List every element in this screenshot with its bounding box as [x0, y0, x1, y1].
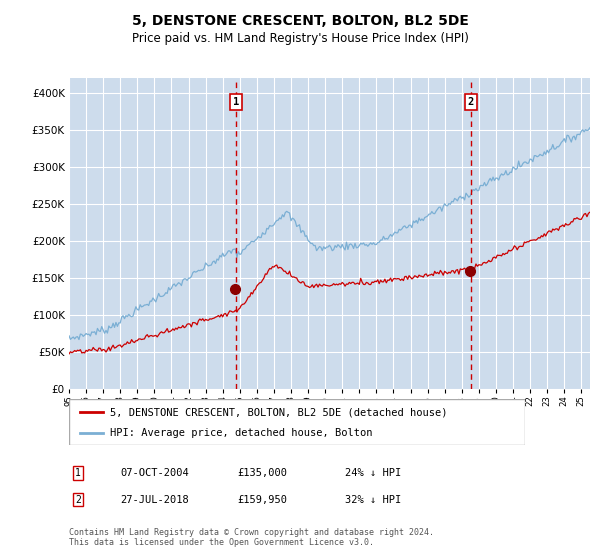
Text: HPI: Average price, detached house, Bolton: HPI: Average price, detached house, Bolt…	[110, 428, 373, 438]
Text: 24% ↓ HPI: 24% ↓ HPI	[345, 468, 401, 478]
Text: 32% ↓ HPI: 32% ↓ HPI	[345, 494, 401, 505]
Text: 2: 2	[468, 97, 474, 107]
Text: 5, DENSTONE CRESCENT, BOLTON, BL2 5DE: 5, DENSTONE CRESCENT, BOLTON, BL2 5DE	[131, 14, 469, 28]
Text: £159,950: £159,950	[237, 494, 287, 505]
Text: 1: 1	[233, 97, 239, 107]
Text: 2: 2	[75, 494, 81, 505]
Text: 5, DENSTONE CRESCENT, BOLTON, BL2 5DE (detached house): 5, DENSTONE CRESCENT, BOLTON, BL2 5DE (d…	[110, 407, 448, 417]
Text: Contains HM Land Registry data © Crown copyright and database right 2024.
This d: Contains HM Land Registry data © Crown c…	[69, 528, 434, 547]
Text: 1: 1	[75, 468, 81, 478]
Text: 07-OCT-2004: 07-OCT-2004	[120, 468, 189, 478]
Text: £135,000: £135,000	[237, 468, 287, 478]
Text: Price paid vs. HM Land Registry's House Price Index (HPI): Price paid vs. HM Land Registry's House …	[131, 32, 469, 45]
Text: 27-JUL-2018: 27-JUL-2018	[120, 494, 189, 505]
